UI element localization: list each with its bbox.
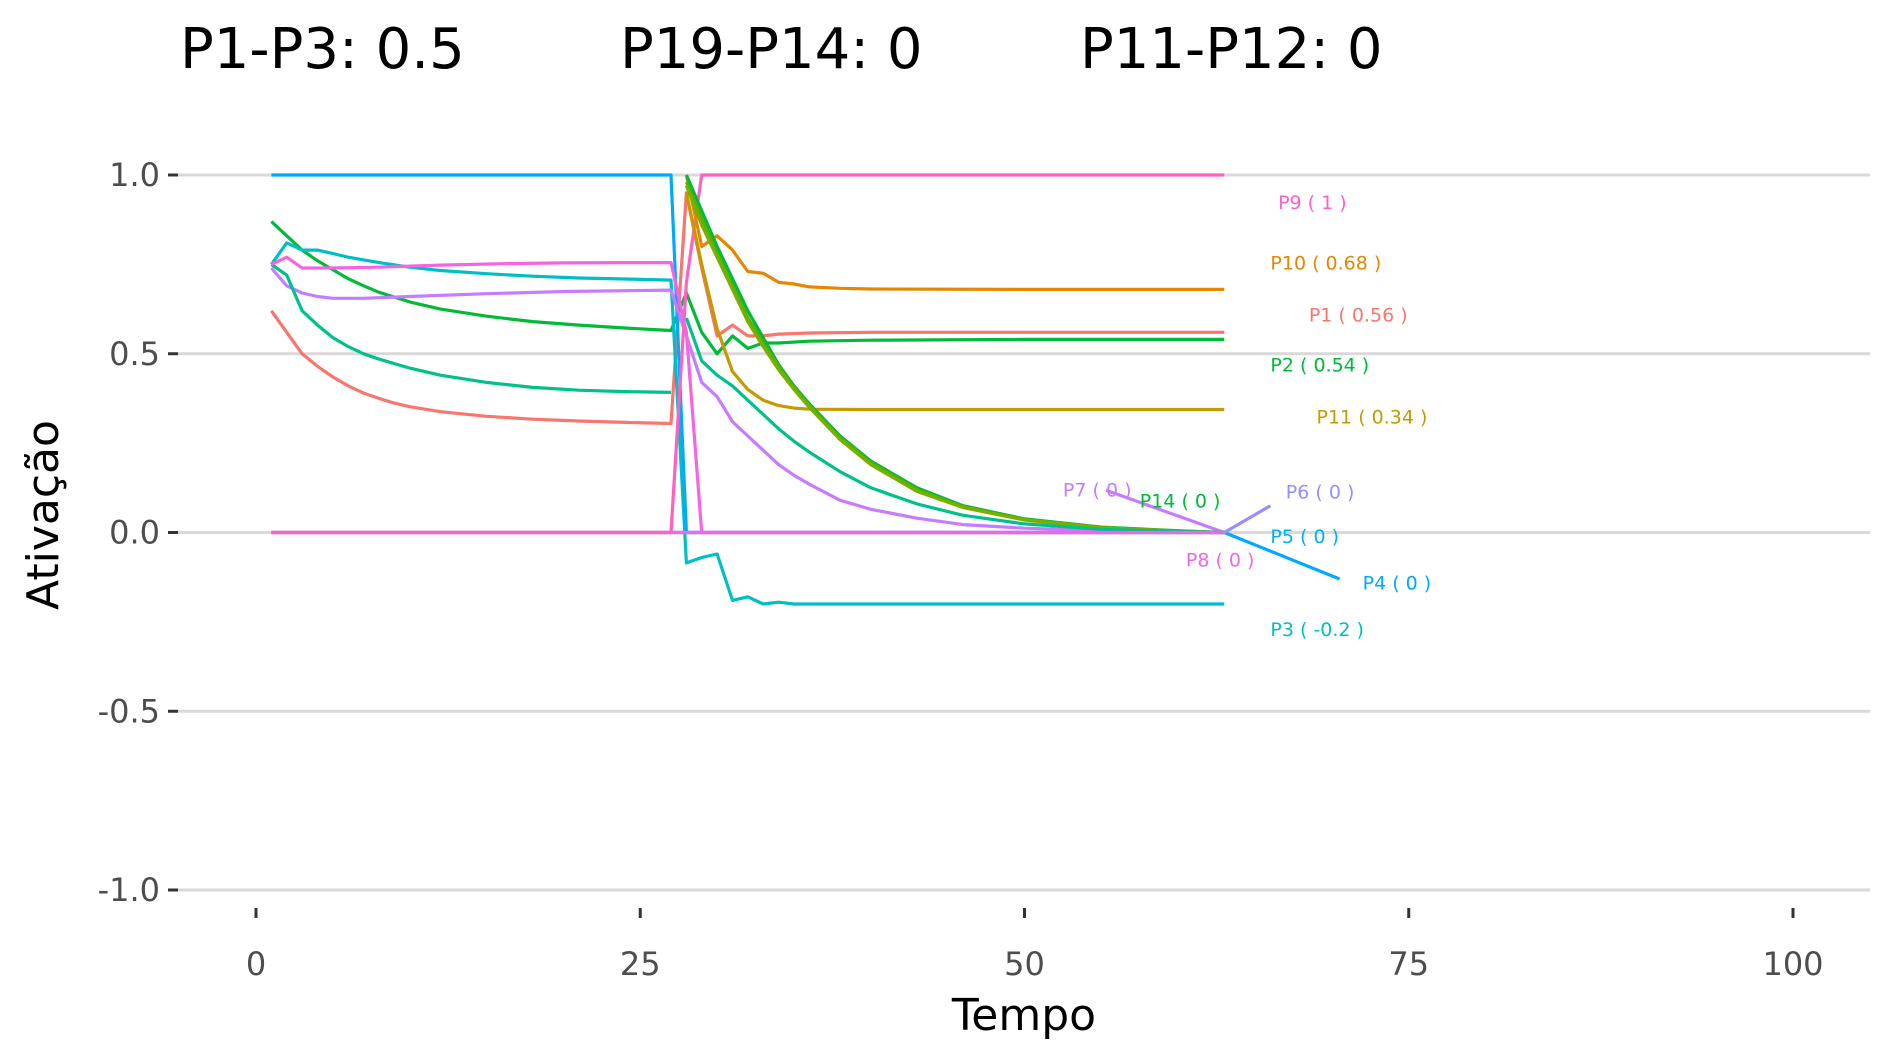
x-tick-label: 0 — [246, 945, 266, 983]
title-part-1: P1-P3: 0.5 — [180, 17, 465, 82]
series-line-p2 — [270, 220, 1225, 356]
series-label-p1: P1 ( 0.56 ) — [1309, 304, 1408, 326]
y-tick-label: 1.0 — [109, 156, 160, 194]
axis-ticks: -1.0 -0.5 0.0 0.5 1.0 0 25 50 75 100 — [98, 156, 1824, 983]
series-line-p12 — [684, 181, 1225, 535]
series-label-p6: P6 ( 0 ) — [1286, 481, 1355, 503]
series-label-p11: P11 ( 0.34 ) — [1317, 406, 1428, 428]
series-label-p4: P4 ( 0 ) — [1363, 573, 1432, 595]
series-lines — [270, 173, 1341, 606]
x-axis-title: Tempo — [951, 990, 1096, 1041]
chart-title: P1-P3: 0.5 P19-P14: 0 P11-P12: 0 — [180, 17, 1383, 82]
series-line-p3 — [270, 241, 1225, 606]
series-line-p17 — [270, 255, 1225, 535]
title-part-2: P19-P14: 0 — [620, 17, 923, 82]
series-line-p7 — [270, 266, 1226, 535]
x-tick-label: 25 — [620, 945, 661, 983]
y-tick-label: -0.5 — [98, 692, 160, 730]
series-line-p16 — [270, 263, 672, 394]
x-tick-label: 100 — [1762, 945, 1823, 983]
series-label-p9: P9 ( 1 ) — [1278, 192, 1347, 214]
series-label-p5: P5 ( 0 ) — [1270, 526, 1339, 548]
y-tick-label: 0.5 — [109, 335, 160, 373]
series-line-p10 — [684, 174, 1225, 291]
series-labels: P1 ( 0.56 ) P2 ( 0.54 ) P3 ( -0.2 ) P4 ( 0 … — [1063, 192, 1431, 641]
series-label-p10: P10 ( 0.68 ) — [1270, 253, 1381, 275]
x-tick-label: 75 — [1388, 945, 1429, 983]
title-part-3: P11-P12: 0 — [1080, 17, 1383, 82]
series-line-p4 — [271, 173, 1341, 581]
series-line-p1 — [270, 191, 1225, 426]
series-label-p3: P3 ( -0.2 ) — [1270, 619, 1364, 641]
y-axis-title: Ativação — [18, 420, 69, 610]
y-tick-label: 0.0 — [109, 514, 160, 552]
series-line-p13 — [684, 185, 1225, 535]
series-label-p8: P8 ( 0 ) — [1186, 549, 1255, 571]
x-tick-label: 50 — [1004, 945, 1045, 983]
y-tick-label: -1.0 — [98, 871, 160, 909]
series-label-p14: P14 ( 0 ) — [1140, 490, 1221, 512]
series-label-p2: P2 ( 0.54 ) — [1270, 354, 1369, 376]
series-line-p11 — [684, 192, 1225, 412]
series-label-p7: P7 ( 0 ) — [1063, 480, 1132, 502]
series-line-p15 — [684, 317, 1225, 535]
